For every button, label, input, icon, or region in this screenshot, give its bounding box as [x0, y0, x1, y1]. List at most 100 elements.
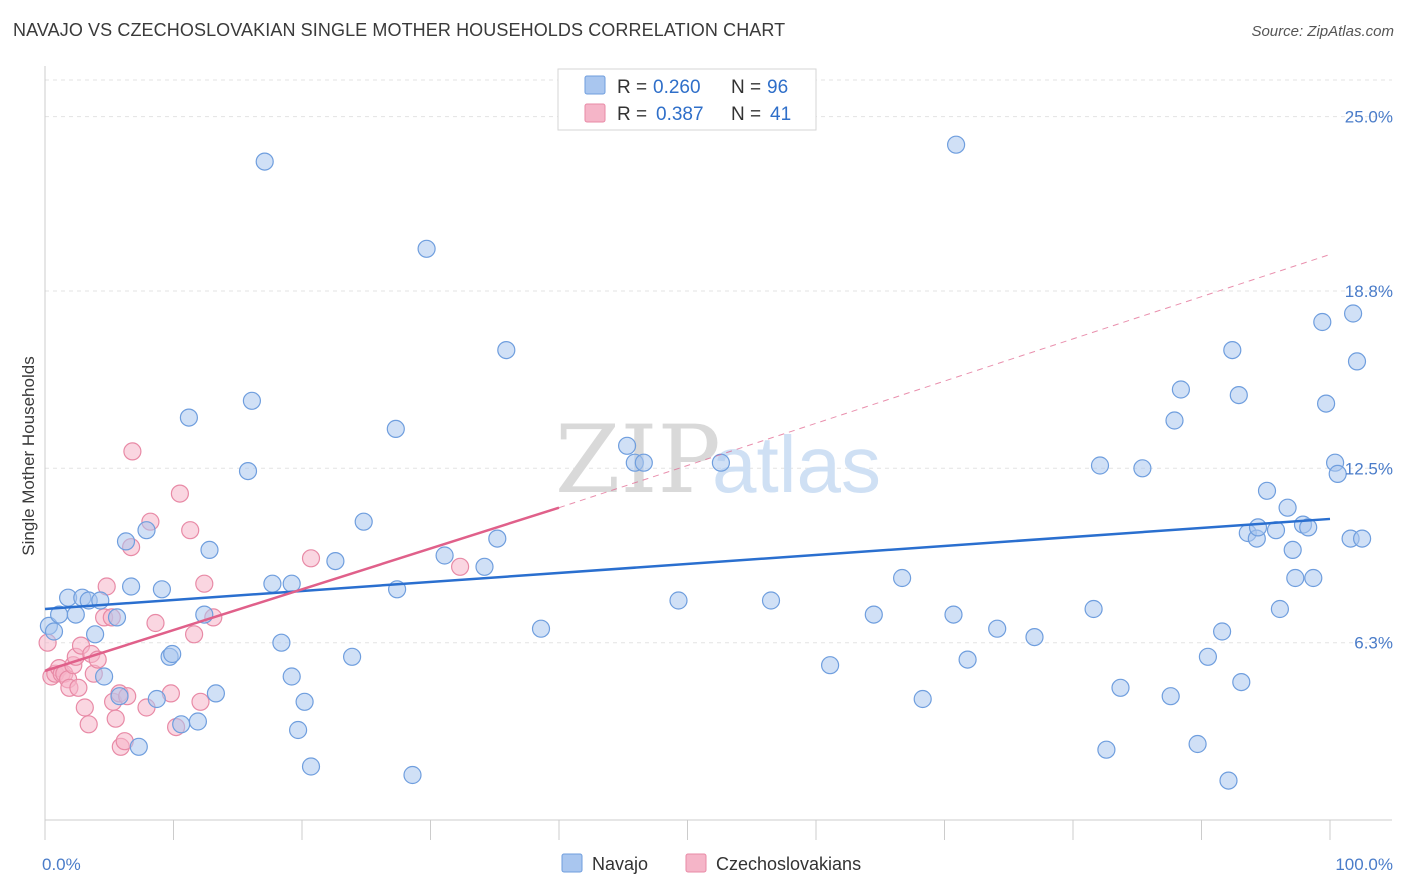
navajo-point-86	[1286, 568, 1305, 588]
x-tick-label-0: 0.0%	[42, 855, 81, 874]
navajo-point-67	[1133, 459, 1152, 478]
legend-r-label-navajo: R =	[617, 77, 647, 98]
legend-r-label-czech: R =	[617, 104, 647, 125]
czech-point-12	[75, 698, 94, 717]
navajo-point-13	[122, 577, 141, 596]
navajo-point-12	[116, 532, 136, 551]
navajo-point-30	[272, 633, 291, 652]
navajo-point-35	[301, 757, 321, 776]
navajo-point-84	[1278, 498, 1297, 517]
legend-n-label-navajo: N =	[731, 77, 761, 98]
y-tick-labels: 6.3% 12.5% 18.8% 25.0%	[1345, 108, 1393, 653]
navajo-point-53	[761, 591, 781, 610]
legend-n-label-czech: N =	[731, 104, 761, 125]
czech-point-37	[195, 574, 214, 593]
czech-point-33	[170, 484, 189, 503]
czech-point-21	[106, 709, 125, 728]
navajo-point-76	[1229, 386, 1248, 405]
legend-r-value-czech: 0.387	[656, 104, 704, 125]
navajo-point-17	[152, 580, 171, 599]
czech-point-27	[123, 442, 142, 461]
navajo-point-51	[669, 591, 688, 610]
czech-point-34	[181, 521, 200, 540]
navajo-point-97	[1352, 529, 1372, 548]
bottom-legend: Navajo Czechoslovakians	[561, 853, 861, 874]
navajo-point-61	[988, 619, 1007, 638]
watermark-atlas: atlas	[712, 420, 881, 509]
navajo-point-88	[1299, 518, 1318, 537]
legend-r-value-navajo: 0.260	[653, 77, 701, 98]
source-label: Source: ZipAtlas.com	[1251, 23, 1394, 40]
y-tick-label-0: 6.3%	[1354, 634, 1393, 653]
bottom-legend-label-navajo: Navajo	[592, 854, 648, 874]
navajo-point-89	[1304, 568, 1323, 588]
navajo-point-38	[354, 512, 373, 531]
navajo-point-69	[1165, 411, 1184, 430]
navajo-point-47	[531, 619, 551, 638]
navajo-point-57	[913, 689, 932, 709]
y-axis-label: Single Mother Households	[19, 356, 38, 555]
axes	[44, 66, 1392, 840]
y-tick-label-2: 18.8%	[1345, 282, 1393, 301]
navajo-point-41	[403, 765, 422, 785]
legend-swatch-czech	[584, 103, 606, 123]
czech-point-36	[191, 692, 210, 711]
x-tick-label-1: 100.0%	[1335, 855, 1393, 874]
navajo-point-91	[1316, 394, 1336, 413]
navajo-point-80	[1248, 518, 1268, 537]
navajo-point-58	[944, 605, 963, 624]
navajo-point-71	[1188, 734, 1207, 754]
navajo-point-56	[892, 568, 912, 588]
navajo-point-22	[188, 712, 207, 731]
legend-n-value-navajo: 96	[767, 77, 788, 98]
y-tick-label-1: 12.5%	[1345, 459, 1393, 478]
navajo-point-85	[1283, 540, 1302, 560]
czech-point-10	[69, 678, 88, 697]
navajo-point-44	[475, 557, 494, 576]
navajo-point-36	[326, 551, 345, 571]
navajo-point-65	[1097, 740, 1116, 759]
navajo-point-96	[1347, 352, 1367, 371]
navajo-point-21	[179, 408, 198, 427]
navajo-point-25	[206, 684, 225, 703]
navajo-point-4	[66, 605, 85, 624]
navajo-point-95	[1343, 304, 1363, 323]
navajo-point-48	[617, 436, 637, 455]
navajo-point-26	[238, 462, 258, 481]
navajo-point-37	[343, 647, 362, 666]
navajo-point-39	[386, 419, 405, 438]
navajo-point-74	[1219, 771, 1238, 790]
navajo-point-15	[137, 521, 156, 540]
navajo-point-29	[263, 574, 282, 593]
navajo-point-1	[44, 622, 64, 641]
navajo-point-77	[1232, 672, 1251, 692]
navajo-point-11	[110, 687, 129, 706]
navajo-point-10	[107, 608, 127, 627]
czech-point-30	[146, 613, 165, 633]
trend-lines	[44, 253, 1331, 673]
legend-n-value-czech: 41	[770, 104, 791, 125]
navajo-point-46	[497, 341, 516, 360]
navajo-point-45	[488, 529, 507, 548]
czech-trend-line	[44, 506, 560, 673]
navajo-point-64	[1090, 456, 1110, 475]
navajo-point-24	[200, 540, 219, 560]
navajo-point-66	[1111, 678, 1130, 697]
navajo-point-60	[958, 650, 977, 669]
navajo-point-72	[1198, 647, 1218, 666]
chart-title: NAVAJO VS CZECHOSLOVAKIAN SINGLE MOTHER …	[13, 20, 786, 40]
navajo-point-42	[417, 239, 436, 258]
bottom-legend-swatch-czech	[685, 853, 707, 873]
navajo-point-7	[85, 625, 105, 644]
navajo-point-83	[1270, 599, 1290, 619]
czech-point-35	[185, 625, 204, 644]
bottom-legend-swatch-navajo	[561, 853, 583, 873]
grid-lines	[45, 79, 1392, 644]
navajo-point-34	[295, 692, 314, 711]
navajo-point-27	[242, 391, 261, 410]
navajo-point-52	[711, 453, 731, 472]
navajo-point-70	[1171, 380, 1191, 399]
navajo-point-43	[435, 546, 454, 565]
navajo-point-59	[946, 135, 966, 154]
